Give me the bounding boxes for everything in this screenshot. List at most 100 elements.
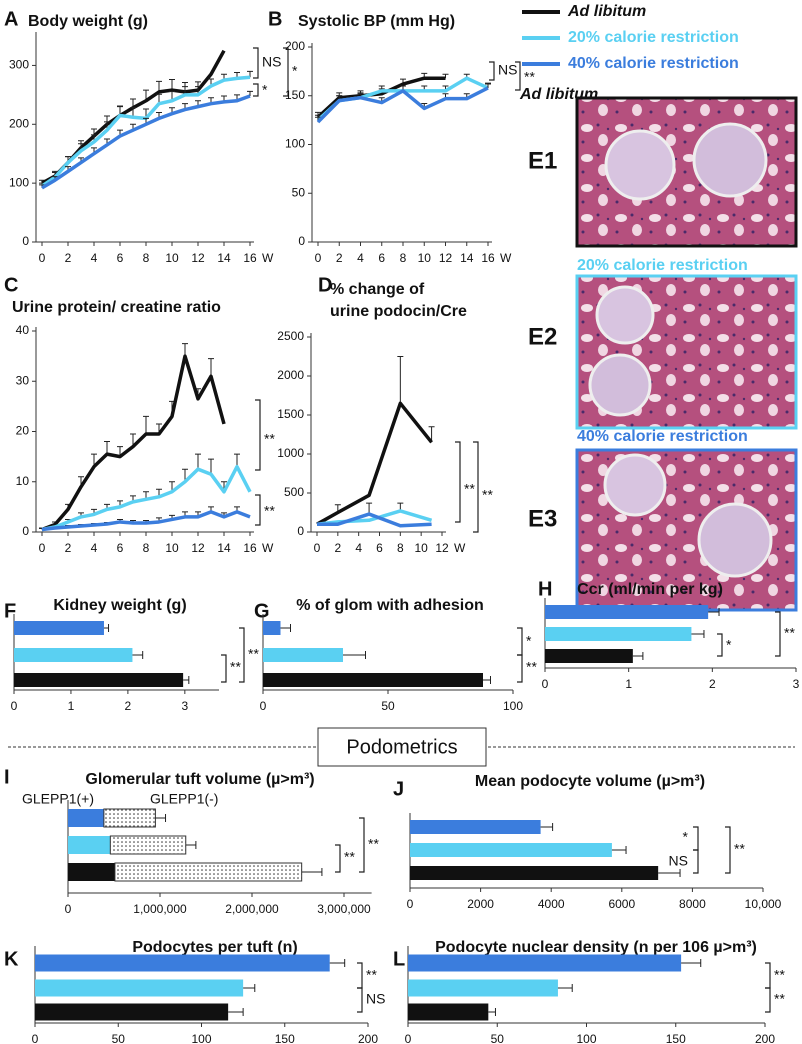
x-tick-label: 14 bbox=[217, 541, 231, 555]
significance-bracket bbox=[239, 627, 245, 683]
panel-letter: A bbox=[4, 8, 18, 30]
significance-bracket bbox=[775, 611, 781, 657]
x-tick-label: 0 bbox=[407, 897, 414, 911]
panel-title: Glomerular tuft volume (µ>m³) bbox=[85, 771, 314, 788]
panel-letter: L bbox=[393, 948, 405, 970]
legend-label: GLEPP1(-) bbox=[150, 791, 218, 807]
significance-label: ** bbox=[344, 849, 355, 865]
error-bar bbox=[397, 356, 404, 404]
panel-title: % change of bbox=[330, 281, 425, 298]
x-tick-label: 0 bbox=[65, 902, 72, 916]
x-tick-label: 2 bbox=[709, 677, 716, 691]
panel-letter: C bbox=[4, 274, 18, 296]
significance-bracket bbox=[765, 987, 771, 1013]
x-tick-label: 0 bbox=[39, 251, 46, 265]
legend-label: 40% calorie restriction bbox=[568, 55, 739, 72]
x-tick-label: 8 bbox=[143, 541, 150, 555]
x-tick-label: 0 bbox=[314, 541, 321, 555]
error-bar bbox=[247, 90, 253, 97]
panel-title: Systolic BP (mm Hg) bbox=[298, 13, 455, 30]
error-bar bbox=[485, 82, 491, 88]
y-tick-label: 2000 bbox=[277, 368, 304, 382]
image-caption: 20% calorie restriction bbox=[577, 257, 748, 274]
significance-bracket bbox=[255, 494, 261, 526]
error-bar bbox=[155, 814, 167, 822]
panel-title: Kidney weight (g) bbox=[53, 597, 186, 614]
bar-segment bbox=[68, 863, 115, 881]
significance-label: ** bbox=[784, 625, 795, 641]
significance-bracket bbox=[725, 826, 731, 874]
x-tick-label: 4 bbox=[91, 251, 98, 265]
y-tick-label: 0 bbox=[297, 524, 304, 538]
bar-segment bbox=[68, 836, 111, 854]
x-tick-label: 6 bbox=[117, 541, 124, 555]
error-bar bbox=[280, 624, 291, 632]
x-tick-label: 0 bbox=[32, 1032, 39, 1044]
x-tick-label: 6 bbox=[378, 251, 385, 265]
bar bbox=[410, 843, 612, 857]
y-tick-label: 0 bbox=[22, 524, 29, 538]
significance-bracket bbox=[283, 47, 289, 97]
x-tick-label: 2 bbox=[336, 251, 343, 265]
error-bar bbox=[183, 676, 190, 684]
significance-label: ** bbox=[248, 646, 259, 662]
significance-label: ** bbox=[482, 487, 493, 503]
bar bbox=[408, 954, 682, 972]
x-tick-label: 16 bbox=[481, 251, 495, 265]
x-tick-label: 12 bbox=[191, 541, 205, 555]
y-tick-label: 500 bbox=[284, 485, 304, 499]
series-line bbox=[316, 401, 433, 526]
x-tick-label: 0 bbox=[315, 251, 322, 265]
x-tick-label: 3 bbox=[793, 677, 800, 691]
x-tick-label: 50 bbox=[112, 1032, 126, 1044]
bar bbox=[263, 621, 281, 635]
glomerulus bbox=[692, 122, 768, 198]
x-tick-label: 12 bbox=[191, 251, 205, 265]
x-tick-label: 0 bbox=[405, 1032, 412, 1044]
y-tick-label: 100 bbox=[9, 175, 29, 189]
bar bbox=[35, 1003, 229, 1021]
image-label: E3 bbox=[528, 505, 557, 532]
significance-label: ** bbox=[524, 69, 535, 85]
significance-label: ** bbox=[464, 481, 475, 497]
bar-segment bbox=[114, 862, 303, 882]
glomerulus bbox=[603, 453, 667, 517]
x-tick-label: 8 bbox=[143, 251, 150, 265]
significance-label: ** bbox=[264, 431, 275, 447]
x-tick-label: 0 bbox=[11, 699, 18, 713]
panel-letter: F bbox=[4, 600, 16, 622]
error-bar bbox=[691, 630, 705, 638]
y-tick-label: 20 bbox=[16, 424, 30, 438]
significance-bracket bbox=[221, 654, 227, 683]
significance-bracket bbox=[253, 47, 259, 79]
error-bar bbox=[169, 79, 175, 91]
x-unit: W bbox=[454, 541, 466, 555]
error-bar bbox=[488, 1008, 496, 1016]
x-tick-label: 200 bbox=[358, 1032, 378, 1044]
significance-bracket bbox=[359, 817, 365, 873]
bar bbox=[545, 649, 633, 663]
x-tick-label: 50 bbox=[381, 699, 395, 713]
glomerulus bbox=[588, 353, 652, 417]
image-label: E1 bbox=[528, 147, 557, 174]
panel-letter: H bbox=[538, 578, 552, 600]
x-tick-label: 150 bbox=[666, 1032, 686, 1044]
panel-letter: K bbox=[4, 948, 19, 970]
y-tick-label: 0 bbox=[298, 234, 305, 248]
x-tick-label: 16 bbox=[243, 541, 257, 555]
glomerulus bbox=[697, 502, 773, 578]
x-tick-label: 8000 bbox=[679, 897, 706, 911]
x-tick-label: 14 bbox=[217, 251, 231, 265]
panel-title: urine podocin/Cre bbox=[330, 303, 467, 320]
x-tick-label: 100 bbox=[191, 1032, 211, 1044]
x-tick-label: 12 bbox=[435, 541, 449, 555]
significance-label: ** bbox=[526, 659, 537, 675]
x-tick-label: 12 bbox=[439, 251, 453, 265]
error-bar bbox=[195, 453, 201, 470]
bar bbox=[14, 648, 133, 662]
bar bbox=[14, 673, 184, 687]
error-bar bbox=[247, 70, 253, 78]
bar bbox=[35, 979, 244, 997]
significance-bracket bbox=[517, 627, 523, 656]
x-tick-label: 6 bbox=[117, 251, 124, 265]
